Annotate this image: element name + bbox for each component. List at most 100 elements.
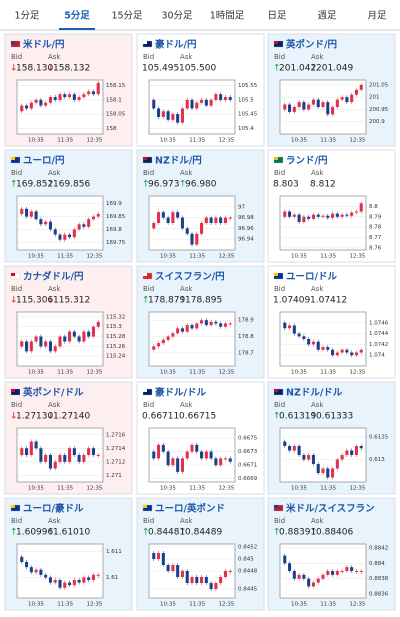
ask-label: Ask xyxy=(48,517,61,525)
flag-mark xyxy=(274,157,278,160)
candle xyxy=(180,108,184,123)
candle xyxy=(331,468,335,478)
x-tick-label: 11:35 xyxy=(189,370,205,376)
candle xyxy=(171,333,175,337)
ask-value: 115.312 xyxy=(53,296,90,306)
y-tick-label: 1.61 xyxy=(106,575,118,581)
x-tick-label: 12:35 xyxy=(349,254,365,260)
candle xyxy=(44,574,48,578)
bid-trend: ↑ xyxy=(142,296,150,306)
candle xyxy=(340,455,344,460)
candle xyxy=(228,458,232,462)
candle xyxy=(82,331,86,342)
flag-mark xyxy=(143,41,147,44)
candle xyxy=(340,214,344,217)
candle xyxy=(180,458,184,472)
candle xyxy=(340,571,344,572)
candle xyxy=(72,580,76,586)
candle xyxy=(39,448,43,462)
candle xyxy=(82,94,86,98)
candle xyxy=(157,212,161,223)
candle xyxy=(209,99,213,106)
x-tick-label: 11:35 xyxy=(57,486,73,492)
candle xyxy=(359,84,363,90)
y-tick-label: 115.32 xyxy=(106,314,125,320)
tab[interactable]: 1分足 xyxy=(14,11,40,22)
ask-value: 0.66715 xyxy=(179,412,216,422)
bid-label: Bid xyxy=(274,53,285,61)
candle xyxy=(185,571,189,583)
candle xyxy=(152,346,156,350)
ask-value: 0.61333 xyxy=(316,412,353,422)
candle xyxy=(223,97,227,100)
bid-label: Bid xyxy=(11,285,22,293)
flag-mark xyxy=(274,273,278,276)
ask-value: 0.84489 xyxy=(185,528,222,538)
candle xyxy=(63,336,67,342)
candle xyxy=(283,555,287,564)
x-tick-label: 12:35 xyxy=(86,486,102,492)
x-tick-label: 10:35 xyxy=(28,138,44,144)
candle xyxy=(307,104,311,110)
x-tick-label: 10:35 xyxy=(291,370,307,376)
candle xyxy=(350,450,354,455)
bid-value: 178.879 xyxy=(148,296,185,306)
candle xyxy=(96,455,100,456)
y-tick-label: 0.6675 xyxy=(238,436,258,442)
candle xyxy=(209,321,213,326)
candle xyxy=(48,221,52,230)
candle xyxy=(63,94,67,98)
tab[interactable]: 日足 xyxy=(267,11,287,22)
candle xyxy=(359,571,363,572)
candle xyxy=(96,321,100,327)
candle xyxy=(311,341,315,345)
candle xyxy=(350,94,354,103)
candle xyxy=(48,341,52,352)
candle xyxy=(68,234,72,238)
candle xyxy=(335,213,339,217)
candle xyxy=(316,99,320,107)
pair-name: ユーロ/ドル xyxy=(286,272,337,283)
candle xyxy=(63,582,67,588)
bid-label: Bid xyxy=(143,517,154,525)
candle xyxy=(166,451,170,466)
candle xyxy=(25,341,29,352)
candle xyxy=(157,553,161,559)
y-tick-label: 0.8448 xyxy=(238,569,258,575)
x-tick-label: 12:35 xyxy=(86,138,102,144)
candle xyxy=(283,211,287,217)
candle xyxy=(190,577,194,583)
candle xyxy=(350,212,354,216)
candle xyxy=(326,468,330,478)
candle xyxy=(58,94,62,100)
candle xyxy=(354,211,358,213)
y-tick-label: 0.8452 xyxy=(238,545,257,551)
pair-name: NZドル/ドル xyxy=(286,388,343,399)
y-tick-label: 178.7 xyxy=(238,350,254,356)
candle xyxy=(185,451,189,459)
tab[interactable]: 5分足 xyxy=(64,10,90,22)
flag-mark xyxy=(274,505,278,508)
tab[interactable]: 週足 xyxy=(317,10,337,22)
flag-mark xyxy=(274,389,278,392)
candle xyxy=(302,455,306,460)
tab[interactable]: 1時間足 xyxy=(210,11,245,22)
candle xyxy=(316,341,320,350)
tab[interactable]: 月足 xyxy=(367,11,387,22)
candle xyxy=(166,217,170,223)
candle xyxy=(354,571,358,572)
tab[interactable]: 15分足 xyxy=(111,11,143,22)
y-tick-label: 1.2712 xyxy=(106,459,125,465)
ask-label: Ask xyxy=(311,517,324,525)
tab[interactable]: 30分足 xyxy=(161,11,193,22)
x-tick-label: 11:35 xyxy=(189,602,205,608)
bid-trend: ↑ xyxy=(273,64,281,74)
candle xyxy=(166,336,170,340)
candle xyxy=(326,347,330,350)
candle xyxy=(228,323,232,325)
x-tick-label: 11:35 xyxy=(320,138,336,144)
candle xyxy=(82,224,86,227)
pair-name: スイスフラン/円 xyxy=(155,272,225,283)
x-tick-label: 10:35 xyxy=(291,254,307,260)
chart-area xyxy=(279,195,367,251)
